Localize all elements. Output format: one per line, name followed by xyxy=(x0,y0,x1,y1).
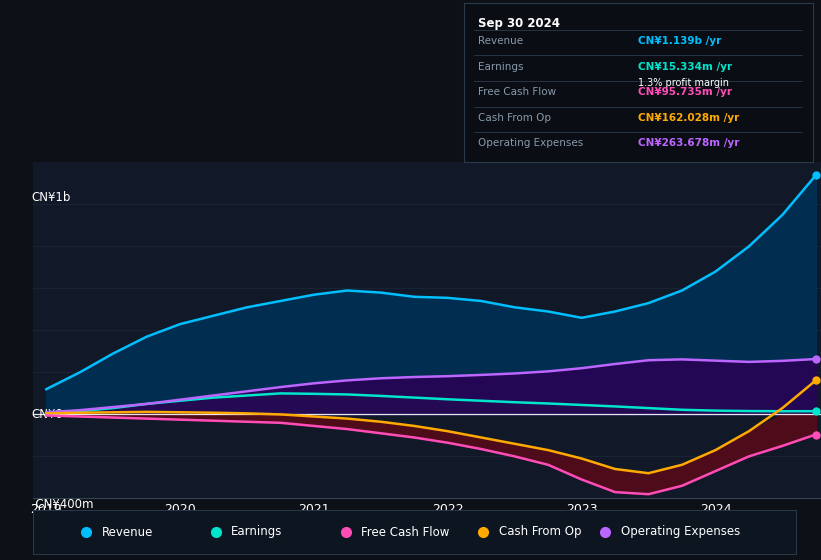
Text: Cash From Op: Cash From Op xyxy=(498,525,581,539)
Text: Revenue: Revenue xyxy=(102,525,153,539)
Text: Earnings: Earnings xyxy=(478,62,523,72)
Text: Earnings: Earnings xyxy=(232,525,282,539)
Text: Sep 30 2024: Sep 30 2024 xyxy=(478,17,560,30)
Text: Cash From Op: Cash From Op xyxy=(478,113,551,123)
Text: CN¥1.139b /yr: CN¥1.139b /yr xyxy=(639,36,722,46)
Text: Operating Expenses: Operating Expenses xyxy=(621,525,740,539)
Text: CN¥1b: CN¥1b xyxy=(31,192,71,204)
Text: Free Cash Flow: Free Cash Flow xyxy=(361,525,450,539)
Text: CN¥162.028m /yr: CN¥162.028m /yr xyxy=(639,113,740,123)
Text: CN¥15.334m /yr: CN¥15.334m /yr xyxy=(639,62,732,72)
Text: CN¥263.678m /yr: CN¥263.678m /yr xyxy=(639,138,740,148)
Text: -CN¥400m: -CN¥400m xyxy=(31,498,94,511)
Text: CN¥95.735m /yr: CN¥95.735m /yr xyxy=(639,87,732,97)
Text: 1.3% profit margin: 1.3% profit margin xyxy=(639,78,729,87)
Text: Operating Expenses: Operating Expenses xyxy=(478,138,583,148)
Text: Free Cash Flow: Free Cash Flow xyxy=(478,87,556,97)
Text: CN¥0: CN¥0 xyxy=(31,408,63,421)
Text: Revenue: Revenue xyxy=(478,36,523,46)
